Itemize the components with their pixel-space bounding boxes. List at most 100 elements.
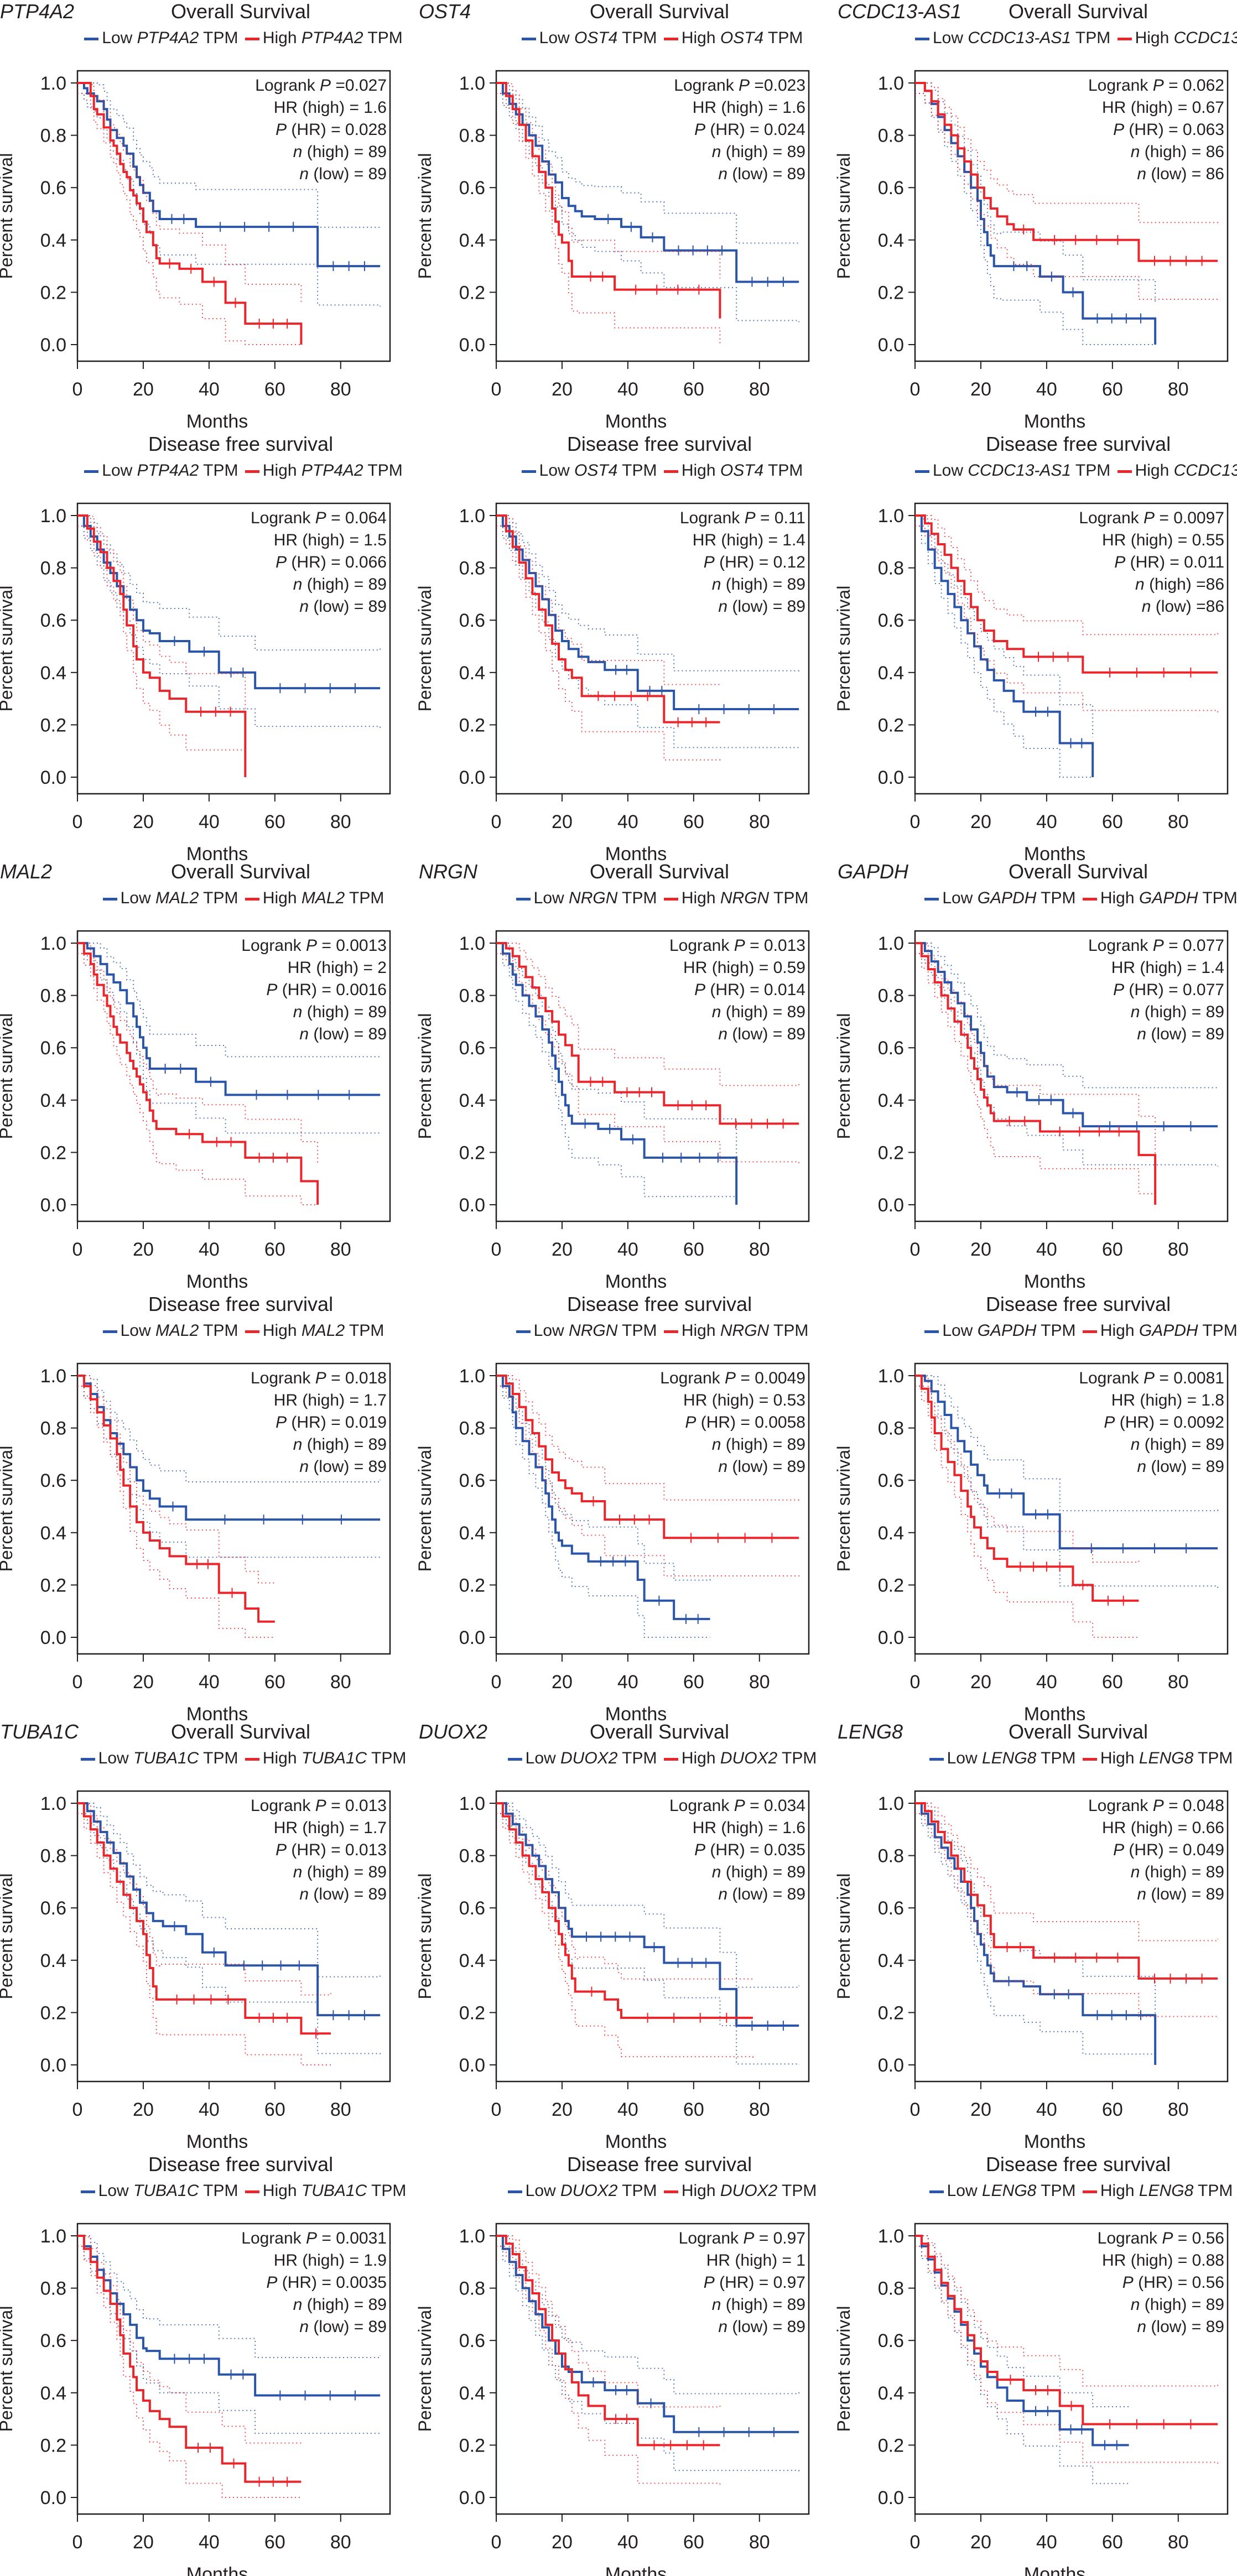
y-tick-label: 0.2 [878,1142,904,1163]
km-panel-mal2-dfs: Disease free survival Low MAL2 TPM High M… [0,1293,412,1725]
km-plot: 0.0 0.2 0.4 0.6 0.8 1.0 0 20 40 60 80 Months Percent… [834,2223,1229,2576]
x-tick-label: 0 [910,2099,921,2120]
x-tick-label: 20 [133,2532,154,2553]
ci-upper-low [915,1375,1219,1512]
stat-p-hr: P (HR) = 0.011 [1114,553,1224,571]
stat-logrank-p: Logrank P = 0.56 [1098,2229,1224,2247]
x-axis-label: Months [1024,2564,1086,2576]
stat-p-hr: P (HR) = 0.049 [1113,1841,1224,1859]
y-tick-label: 0.0 [459,1195,485,1216]
stat-p-hr: P (HR) = 0.56 [1122,2273,1224,2292]
y-tick-label: 0.2 [459,282,485,303]
y-tick-label: 1.0 [40,73,66,94]
ci-lower-low [77,953,381,1135]
legend-low-suffix: TPM [617,1321,662,1340]
legend-swatch-high [245,37,259,40]
y-tick-label: 0.0 [459,2487,485,2509]
x-tick-label: 0 [491,811,502,832]
x-tick-label: 80 [1168,379,1189,400]
gene-label: CCDC13-AS1 [838,0,962,23]
plot-title: Disease free survival [566,2153,752,2176]
x-tick-label: 20 [133,379,154,400]
legend-low-gene: NRGN [569,1321,618,1340]
y-tick-label: 0.4 [459,1523,485,1544]
stat-hr: HR (high) = 1.6 [693,98,805,117]
y-tick-label: 0.0 [878,335,904,356]
stat-p-hr: P (HR) = 0.97 [704,2273,805,2292]
x-tick-label: 20 [133,1239,154,1260]
x-tick-label: 60 [1102,2532,1123,2553]
km-plot: 0.0 0.2 0.4 0.6 0.8 1.0 0 20 40 60 80 Months Percent… [834,502,1229,865]
x-tick-label: 0 [491,379,502,400]
x-tick-label: 20 [970,811,991,832]
y-tick-label: 0.8 [878,1846,904,1867]
y-tick-label: 0.2 [40,282,66,303]
y-tick-label: 0.8 [459,558,485,579]
x-tick-label: 40 [617,1239,638,1260]
stat-n-low: n (low) = 89 [718,1458,805,1476]
y-tick-label: 1.0 [40,1366,66,1387]
y-tick-label: 0.4 [459,663,485,684]
legend-high-gene: LENG8 [1139,1749,1194,1767]
legend-high-suffix: TPM [1198,889,1237,907]
x-tick-label: 20 [552,1672,573,1693]
stat-hr: HR (high) = 0.67 [1102,98,1224,117]
stat-n-high: n (high) = 89 [1131,1435,1224,1454]
y-tick-label: 0.4 [878,1090,904,1111]
km-panel-ost4-os: OST4 Overall Survival Low OST4 TPM High OS… [415,0,831,432]
x-tick-label: 40 [617,379,638,400]
legend-swatch-low [102,897,117,901]
y-axis-label: Percent survival [0,1874,16,2000]
y-tick-label: 0.4 [878,2383,904,2404]
ci-upper-high [496,1375,800,1501]
legend-low-gene: MAL2 [155,889,199,907]
y-tick-label: 0.6 [40,610,66,631]
x-tick-label: 40 [1036,379,1057,400]
legend-low-suffix: TPM [1036,889,1080,907]
km-plot: 0.0 0.2 0.4 0.6 0.8 1.0 0 20 40 60 80 Months Percent… [834,70,1229,432]
y-tick-label: 0.6 [459,1898,485,1919]
stat-n-low: n (low) = 89 [299,1885,387,1903]
legend-high-prefix: High [681,2182,720,2200]
ci-lower-low [915,92,1156,345]
x-axis-label: Months [605,2131,667,2152]
survival-curve-high [915,2235,1218,2426]
plot-frame [914,1362,1229,1655]
x-tick-label: 60 [683,811,704,832]
legend-swatch-low [516,1330,531,1333]
legend-high-prefix: High [262,29,302,47]
stat-logrank-p: Logrank P = 0.97 [679,2229,805,2247]
y-tick-label: 1.0 [459,73,485,94]
y-tick-label: 1.0 [40,506,66,527]
y-tick-label: 0.4 [40,1950,66,1971]
y-tick-label: 0.8 [40,558,66,579]
y-tick-label: 0.8 [40,126,66,147]
stat-n-high: n (high) = 89 [712,1435,805,1454]
x-axis-label: Months [186,2564,248,2576]
legend-low-gene: DUOX2 [560,2182,618,2200]
legend-swatch-low [929,2190,944,2193]
y-tick-label: 0.0 [40,1195,66,1216]
x-tick-label: 60 [264,2099,285,2120]
ci-lower-high [77,2245,302,2498]
x-axis-label: Months [186,1271,248,1292]
stat-n-high: n (high) = 89 [293,143,387,161]
y-axis-label: Percent survival [834,586,854,712]
stat-p-hr: P (HR) = 0.063 [1113,121,1224,139]
y-tick-label: 0.6 [459,1038,485,1059]
y-axis-label: Percent survival [834,2306,854,2432]
legend-high-prefix: High [262,889,302,907]
legend-swatch-high [663,37,678,40]
x-tick-label: 40 [199,1672,220,1693]
stat-logrank-p: Logrank P = 0.0081 [1079,1369,1224,1387]
legend-low-suffix: TPM [617,461,662,480]
y-tick-label: 0.8 [878,558,904,579]
stat-hr: HR (high) = 1.7 [274,1819,387,1837]
ci-lower-high [915,92,1219,301]
survival-curve-low [77,942,381,1096]
legend-high-prefix: High [681,889,720,907]
y-tick-label: 0.8 [459,986,485,1007]
y-tick-label: 1.0 [878,2226,904,2247]
legend-low-prefix: Low [539,29,575,47]
x-tick-label: 20 [552,1239,573,1260]
